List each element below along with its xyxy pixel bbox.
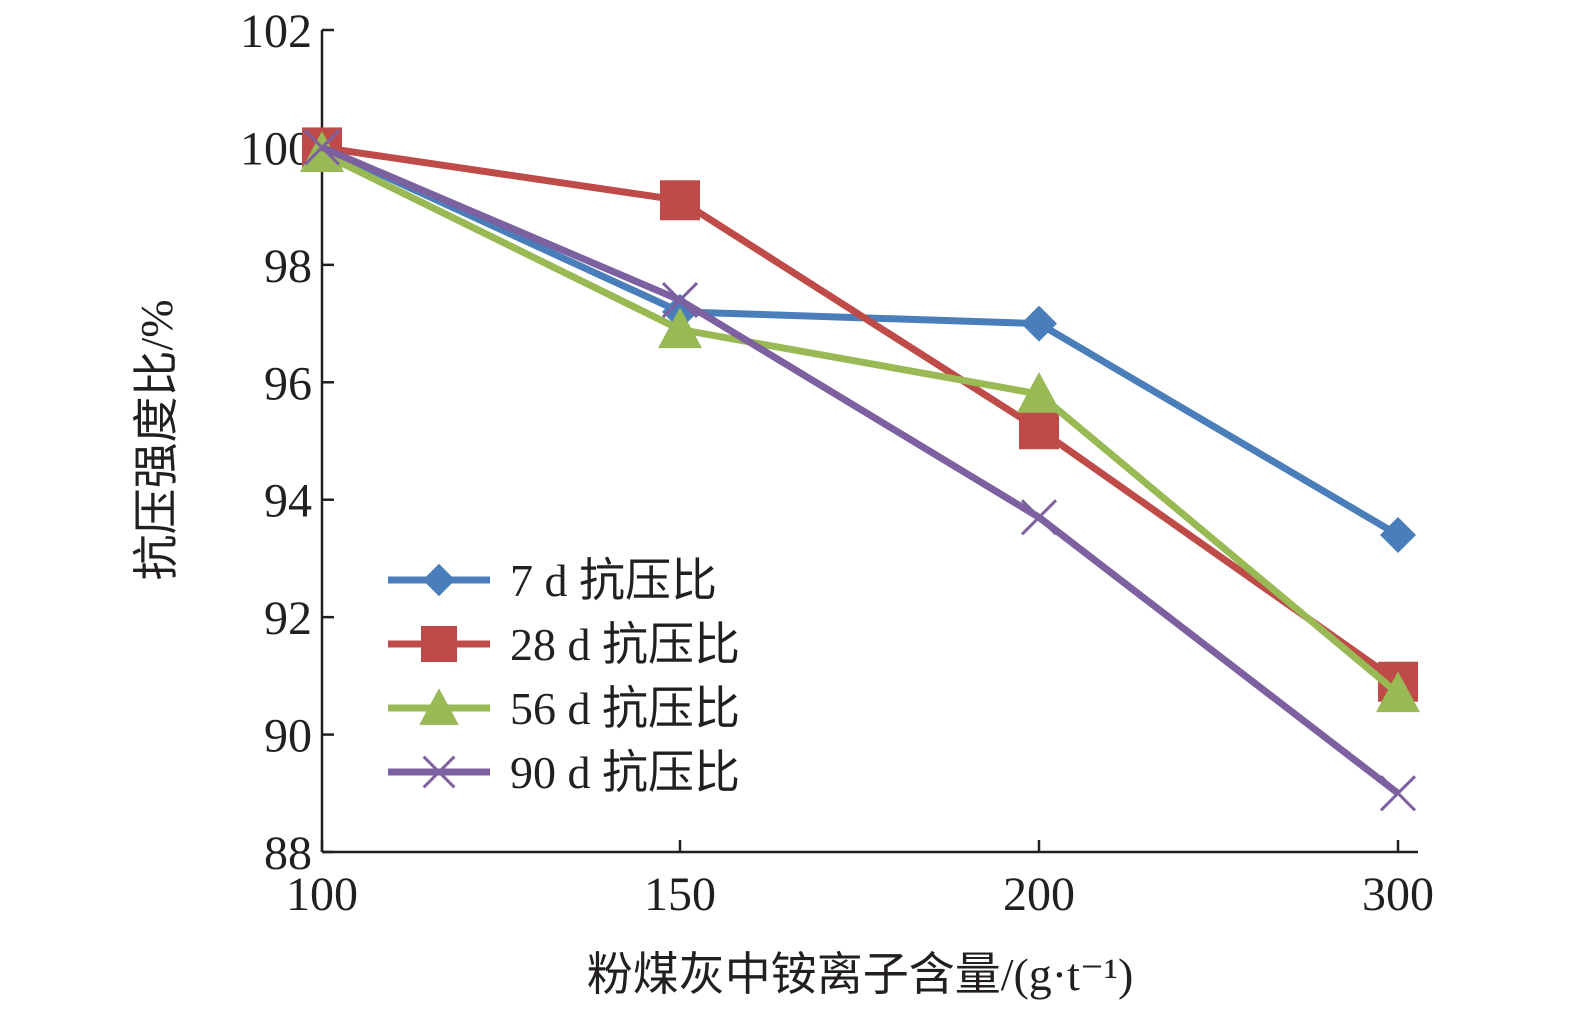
y-tick-label: 88	[264, 827, 312, 880]
data-point-triangle	[1376, 671, 1420, 713]
legend-marker-diamond	[422, 563, 456, 597]
series-square	[302, 127, 1418, 702]
x-axis-title: 粉煤灰中铵离子含量/(g·t⁻¹)	[587, 949, 1134, 1000]
y-tick-label: 98	[264, 240, 312, 293]
legend-item: 56 d 抗压比	[388, 683, 740, 734]
axes: 88 90 92 94 96 98 100 102 100 150 200 300	[240, 5, 1434, 921]
data-point-x	[1020, 499, 1058, 536]
legend-item: 7 d 抗压比	[388, 555, 717, 606]
legend-marker-triangle	[419, 688, 459, 725]
data-point-square	[660, 180, 700, 221]
legend-item: 28 d 抗压比	[388, 619, 740, 670]
data-point-triangle	[300, 131, 344, 172]
series-diamond	[304, 129, 1416, 553]
data-point-diamond	[1021, 305, 1057, 342]
series-line	[320, 144, 1401, 797]
x-tick-label: 200	[1003, 868, 1075, 921]
data-point-x	[661, 282, 699, 319]
y-tick-label: 102	[240, 5, 312, 58]
data-point-x	[303, 129, 341, 166]
y-axis-title: 抗压强度比/%	[131, 299, 182, 580]
data-point-triangle	[1017, 372, 1061, 413]
data-point-triangle	[658, 307, 702, 349]
data-point-square	[1019, 409, 1059, 450]
series-triangle	[300, 131, 1420, 713]
series-line	[321, 143, 1401, 685]
x-tick-label: 100	[286, 868, 358, 921]
x-tick-label: 300	[1362, 868, 1434, 921]
legend-marker-x	[422, 755, 456, 789]
data-point-diamond	[1380, 516, 1416, 553]
legend-marker-square	[421, 626, 457, 662]
legend-label: 7 d 抗压比	[510, 555, 717, 606]
y-tick-label: 100	[240, 122, 312, 175]
y-tick-label: 94	[264, 475, 312, 528]
series-layer	[300, 127, 1420, 812]
legend-label: 90 d 抗压比	[510, 747, 740, 798]
series-line	[320, 144, 1400, 538]
legend-label: 28 d 抗压比	[510, 619, 740, 670]
y-tick-label: 92	[264, 592, 312, 645]
y-tick-label: 90	[264, 710, 312, 763]
x-tick-label: 150	[644, 868, 716, 921]
legend: 7 d 抗压比 28 d 抗压比 56 d 抗压比 90 d 抗压比	[388, 555, 740, 798]
legend-label: 56 d 抗压比	[510, 683, 740, 734]
series-line	[320, 150, 1401, 697]
y-tick-label: 96	[264, 357, 312, 410]
legend-item: 90 d 抗压比	[388, 747, 740, 798]
series-x	[303, 129, 1417, 812]
data-point-x	[1379, 775, 1417, 812]
